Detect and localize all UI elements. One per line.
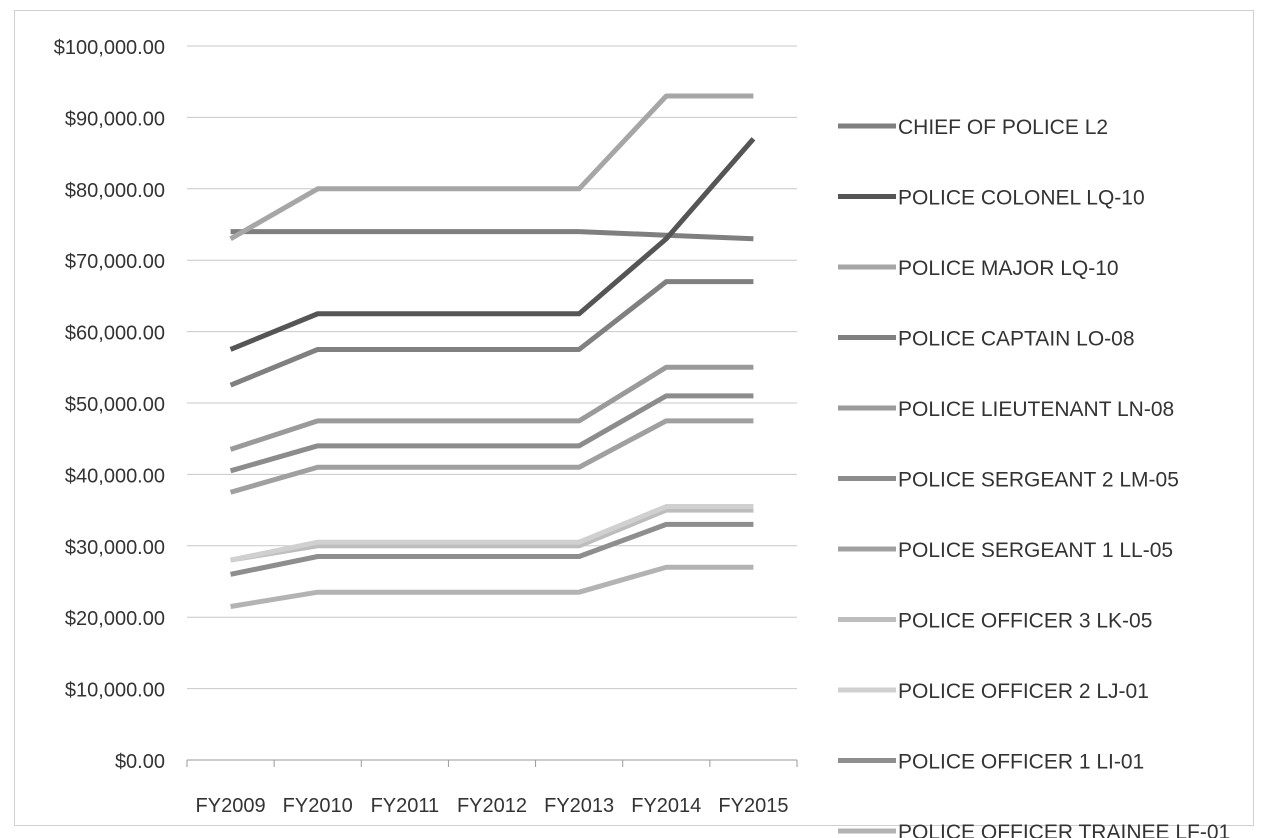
- legend-label: POLICE CAPTAIN LO-08: [898, 328, 1135, 351]
- chart-frame: [14, 10, 1254, 826]
- y-tick-label: $30,000.00: [65, 537, 165, 559]
- legend-label: POLICE COLONEL LQ-10: [898, 187, 1145, 210]
- legend-label: CHIEF OF POLICE L2: [898, 116, 1108, 139]
- y-tick-label: $80,000.00: [65, 180, 165, 202]
- legend-label: POLICE OFFICER 1 LI-01: [898, 751, 1144, 774]
- x-tick-label: FY2012: [457, 795, 527, 817]
- y-tick-label: $90,000.00: [65, 108, 165, 130]
- y-tick-label: $50,000.00: [65, 394, 165, 416]
- series-line: [229, 93, 754, 241]
- legend-label: POLICE OFFICER TRAINEE LF-01: [898, 821, 1230, 838]
- y-tick-label: $20,000.00: [65, 608, 165, 630]
- y-tick-label: $70,000.00: [65, 251, 165, 273]
- x-tick-label: FY2009: [196, 795, 266, 817]
- series-line: [229, 418, 754, 495]
- series-line: [229, 279, 754, 388]
- y-tick-label: $100,000.00: [54, 37, 165, 59]
- x-tick-label: FY2013: [544, 795, 614, 817]
- legend-label: POLICE OFFICER 2 LJ-01: [898, 680, 1149, 703]
- x-tick-label: FY2014: [631, 795, 701, 817]
- y-tick-label: $40,000.00: [65, 465, 165, 487]
- series-line: [229, 364, 754, 452]
- y-tick-label: $0.00: [115, 751, 165, 773]
- legend-label: POLICE MAJOR LQ-10: [898, 257, 1119, 280]
- legend-label: POLICE OFFICER 3 LK-05: [898, 610, 1152, 633]
- y-tick-label: $10,000.00: [65, 680, 165, 702]
- series-line: [229, 137, 756, 352]
- legend-label: POLICE LIEUTENANT LN-08: [898, 398, 1174, 421]
- legend-label: POLICE SERGEANT 1 LL-05: [898, 539, 1173, 562]
- series-line: [229, 393, 754, 474]
- series-line: [230, 521, 754, 577]
- series-line: [230, 229, 754, 242]
- series-line: [230, 507, 754, 563]
- x-tick-label: FY2010: [283, 795, 353, 817]
- y-tick-label: $60,000.00: [65, 323, 165, 345]
- series-line: [230, 504, 754, 563]
- x-tick-label: FY2015: [718, 795, 788, 817]
- x-tick-label: FY2011: [371, 795, 440, 817]
- series-line: [230, 564, 754, 609]
- legend-label: POLICE SERGEANT 2 LM-05: [898, 469, 1179, 492]
